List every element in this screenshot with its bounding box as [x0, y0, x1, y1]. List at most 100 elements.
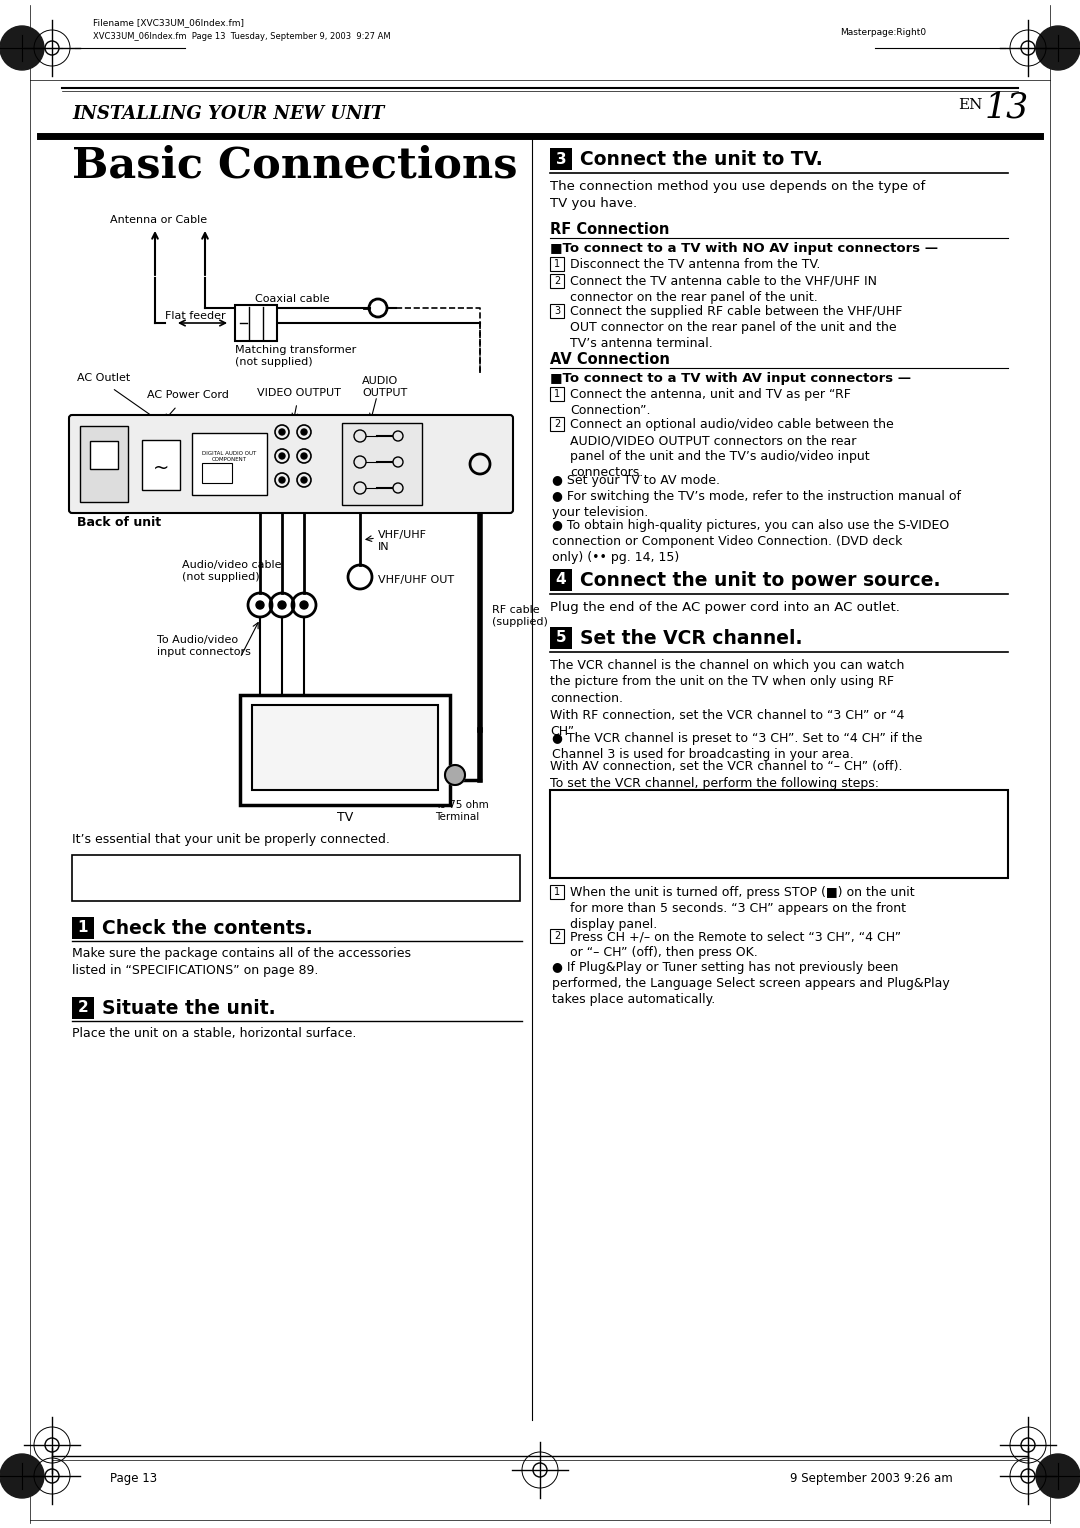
Bar	[72, 856, 519, 902]
Text: The connection method you use depends on the type of
TV you have.: The connection method you use depends on…	[550, 180, 926, 209]
Circle shape	[1036, 1455, 1080, 1497]
Bar	[342, 423, 422, 504]
Circle shape	[301, 429, 307, 435]
Text: Check the contents.: Check the contents.	[102, 918, 313, 938]
Text: RF Connection: RF Connection	[550, 222, 670, 237]
Bar	[550, 304, 564, 318]
Text: To 75 ohm
Terminal: To 75 ohm Terminal	[435, 801, 489, 822]
Bar	[235, 306, 276, 341]
Text: AUDIO
OUTPUT: AUDIO OUTPUT	[362, 376, 407, 397]
Text: TV: TV	[337, 811, 353, 824]
Text: Connect an optional audio/video cable between the
AUDIO/VIDEO OUTPUT connectors : Connect an optional audio/video cable be…	[570, 419, 894, 478]
Text: ● For switching the TV’s mode, refer to the instruction manual of
your televisio: ● For switching the TV’s mode, refer to …	[552, 490, 961, 520]
Text: ● If Plug&Play or Tuner setting has not previously been
performed, the Language : ● If Plug&Play or Tuner setting has not …	[552, 961, 949, 1005]
Circle shape	[256, 601, 264, 610]
Bar	[550, 568, 572, 591]
Bar	[550, 274, 564, 287]
Text: Coaxial cable: Coaxial cable	[255, 293, 329, 304]
Text: Matching transformer
(not supplied): Matching transformer (not supplied)	[235, 345, 356, 367]
Text: Filename [XVC33UM_06Index.fm]: Filename [XVC33UM_06Index.fm]	[93, 18, 244, 28]
Text: ~: ~	[152, 458, 170, 477]
Bar	[192, 432, 267, 495]
Text: 9 September 2003 9:26 am: 9 September 2003 9:26 am	[789, 1471, 953, 1485]
Text: Back of unit: Back of unit	[77, 516, 161, 529]
Text: Basic Connections: Basic Connections	[72, 145, 517, 186]
Bar	[72, 996, 94, 1019]
Text: Antenna or Cable: Antenna or Cable	[110, 215, 207, 225]
Circle shape	[279, 452, 285, 458]
Text: Flat feeder: Flat feeder	[165, 312, 226, 321]
Text: INSTALLING YOUR NEW UNIT: INSTALLING YOUR NEW UNIT	[72, 105, 384, 122]
Text: 1: 1	[78, 920, 89, 935]
Bar	[550, 417, 564, 431]
Bar	[550, 885, 564, 898]
Bar	[141, 440, 180, 490]
Text: With AV connection, set the VCR channel to “– CH” (off).
To set the VCR channel,: With AV connection, set the VCR channel …	[550, 759, 903, 790]
Circle shape	[279, 429, 285, 435]
Text: 3: 3	[554, 306, 561, 316]
Text: ■To connect to a TV with NO AV input connectors —: ■To connect to a TV with NO AV input con…	[550, 241, 939, 255]
Bar	[72, 917, 94, 940]
Text: VIDEO OUTPUT: VIDEO OUTPUT	[257, 388, 341, 397]
Circle shape	[300, 601, 308, 610]
Text: THESE STEPS MUST BE COMPLETED BEFORE ANY
VIDEO OPERATION CAN BE PERFORMED.: THESE STEPS MUST BE COMPLETED BEFORE ANY…	[151, 863, 441, 892]
Bar	[550, 790, 1008, 879]
Text: VHF/UHF OUT: VHF/UHF OUT	[378, 575, 454, 585]
Text: EN: EN	[958, 98, 983, 112]
Text: Masterpage:Right0: Masterpage:Right0	[840, 28, 927, 37]
Text: AV Connection: AV Connection	[550, 351, 670, 367]
Text: ● Set your TV to AV mode.: ● Set your TV to AV mode.	[552, 474, 720, 487]
Circle shape	[301, 477, 307, 483]
Circle shape	[278, 601, 286, 610]
Text: When the unit is turned off, press STOP (■) on the unit
for more than 5 seconds.: When the unit is turned off, press STOP …	[570, 886, 915, 931]
Bar	[550, 257, 564, 270]
Text: The VCR channel is the channel on which you can watch
the picture from the unit : The VCR channel is the channel on which …	[550, 659, 904, 738]
Text: 5: 5	[556, 631, 566, 645]
Text: ● To obtain high-quality pictures, you can also use the S-VIDEO
connection or Co: ● To obtain high-quality pictures, you c…	[552, 520, 949, 564]
Text: Place the unit on a stable, horizontal surface.: Place the unit on a stable, horizontal s…	[72, 1027, 356, 1041]
Text: Before performing the following steps:: Before performing the following steps:	[556, 796, 849, 808]
Text: Press CH +/– on the Remote to select “3 CH”, “4 CH”
or “– CH” (off), then press : Press CH +/– on the Remote to select “3 …	[570, 931, 901, 960]
Text: Connect the antenna, unit and TV as per “RF
Connection”.: Connect the antenna, unit and TV as per …	[570, 388, 851, 417]
Text: ● Make sure there is no cassette inserted in the unit.: ● Make sure there is no cassette inserte…	[556, 811, 890, 825]
Circle shape	[279, 477, 285, 483]
Bar	[550, 387, 564, 400]
Circle shape	[1036, 26, 1080, 70]
Text: To Audio/video
input connectors: To Audio/video input connectors	[157, 636, 251, 657]
Text: VHF/UHF
IN: VHF/UHF IN	[378, 530, 427, 552]
Bar	[550, 626, 572, 649]
Text: 1: 1	[554, 886, 561, 897]
Bar	[550, 929, 564, 943]
Text: It’s essential that your unit be properly connected.: It’s essential that your unit be properl…	[72, 833, 390, 847]
Bar	[252, 704, 438, 790]
Text: 2: 2	[554, 419, 561, 429]
Text: Disconnect the TV antenna from the TV.: Disconnect the TV antenna from the TV.	[570, 258, 821, 270]
Text: 2: 2	[554, 277, 561, 286]
Text: Connect the unit to TV.: Connect the unit to TV.	[580, 150, 823, 170]
Text: Page 13: Page 13	[110, 1471, 157, 1485]
Text: 1: 1	[554, 390, 561, 399]
Text: Connect the TV antenna cable to the VHF/UHF IN
connector on the rear panel of th: Connect the TV antenna cable to the VHF/…	[570, 275, 877, 304]
Text: RF cable
(supplied): RF cable (supplied)	[492, 605, 548, 626]
Text: Make sure the package contains all of the accessories
listed in “SPECIFICATIONS”: Make sure the package contains all of th…	[72, 947, 411, 976]
Bar	[550, 148, 572, 170]
Text: ● The VCR channel is preset to “3 CH”. Set to “4 CH” if the
Channel 3 is used fo: ● The VCR channel is preset to “3 CH”. S…	[552, 732, 922, 761]
Bar	[240, 695, 450, 805]
Circle shape	[445, 766, 465, 785]
Text: 13: 13	[985, 90, 1029, 124]
Text: 4: 4	[556, 573, 566, 587]
Text: 2: 2	[554, 931, 561, 941]
Text: 1: 1	[554, 260, 561, 269]
Text: Connect the unit to power source.: Connect the unit to power source.	[580, 571, 941, 590]
Text: DIGITAL AUDIO OUT
COMPONENT: DIGITAL AUDIO OUT COMPONENT	[202, 451, 256, 461]
Bar	[90, 442, 118, 469]
Text: 2: 2	[78, 1001, 89, 1016]
Text: AC Outlet: AC Outlet	[77, 373, 131, 384]
Circle shape	[0, 26, 44, 70]
Text: Situate the unit.: Situate the unit.	[102, 999, 275, 1018]
Text: Plug the end of the AC power cord into an AC outlet.: Plug the end of the AC power cord into a…	[550, 601, 900, 614]
Bar	[202, 463, 232, 483]
Text: Set the VCR channel.: Set the VCR channel.	[580, 630, 802, 648]
Text: Audio/video cable
(not supplied): Audio/video cable (not supplied)	[183, 559, 282, 582]
Circle shape	[0, 1455, 44, 1497]
